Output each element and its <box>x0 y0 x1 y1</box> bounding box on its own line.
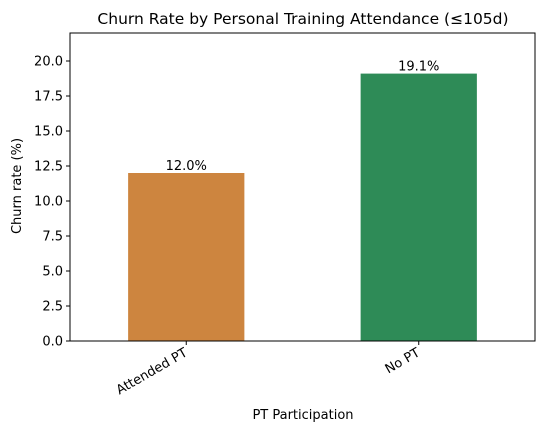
plot-area: 12.0% Attended PT 19.1% No PT 0.0 2.5 5.0 7.5 10… <box>34 32 536 398</box>
y-tick-label-9: 20.0 <box>34 55 63 70</box>
y-tick-label-6: 12.5 <box>34 160 63 175</box>
y-tick-label-1: 0.0 <box>42 335 63 350</box>
y-tick-label-5: 10.0 <box>34 195 63 210</box>
data-label-1: 12.0% <box>166 159 207 174</box>
y-tick-label-7: 15.0 <box>34 125 63 140</box>
chart-title: Churn Rate by Personal Training Attendan… <box>97 10 508 28</box>
x-axis-title: PT Participation <box>252 408 353 423</box>
y-tick-label-2: 2.5 <box>42 300 63 315</box>
y-tick-label-8: 17.5 <box>34 90 63 105</box>
x-tick-label-1: Attended PT <box>114 345 190 398</box>
y-tick-label-3: 5.0 <box>42 265 63 280</box>
bar-2 <box>360 73 477 341</box>
x-tick-label-2: No PT <box>383 345 423 377</box>
axes-frame <box>69 32 536 342</box>
data-label-2: 19.1% <box>398 60 439 75</box>
bar-1 <box>128 173 245 341</box>
y-tick-label-4: 7.5 <box>42 230 63 245</box>
y-axis-title: Churn rate (%) <box>10 138 25 234</box>
